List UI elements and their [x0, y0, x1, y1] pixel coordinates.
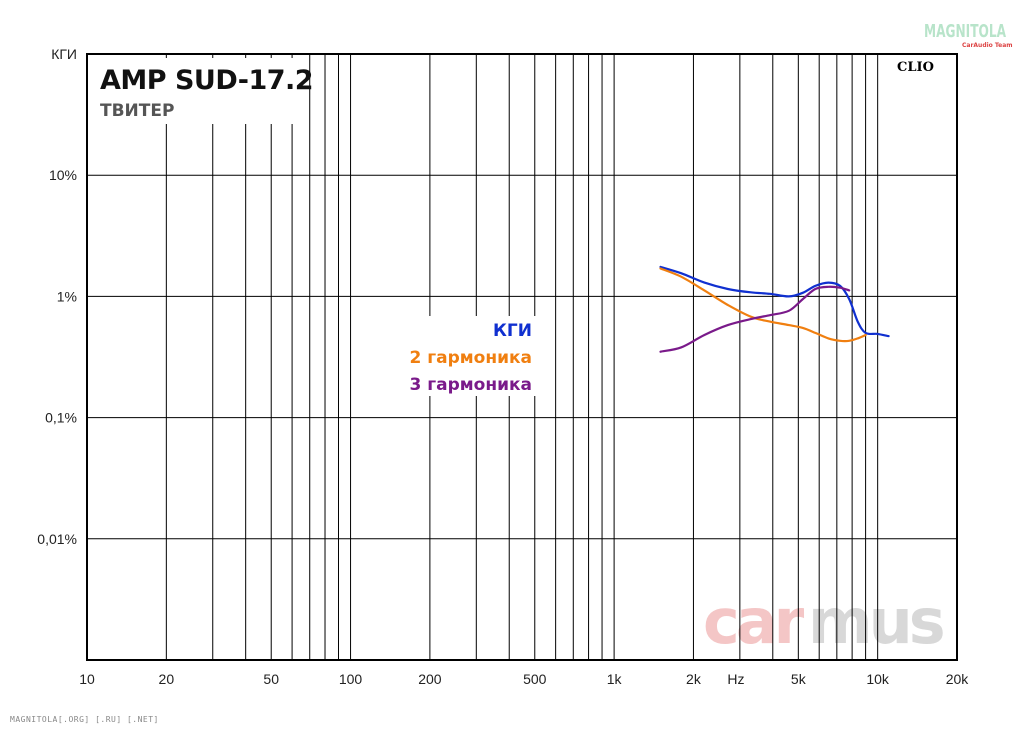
series-line — [659, 285, 851, 353]
series-layer — [659, 265, 890, 353]
y-tick-label: 10% — [49, 167, 77, 183]
chart-subtitle: ТВИТЕР — [100, 101, 174, 121]
legend-entry: КГИ — [493, 321, 532, 341]
x-tick-label: 5k — [791, 671, 807, 687]
carmus-watermark-mus: mus — [808, 585, 943, 658]
legend-entry: 2 гармоника — [409, 348, 532, 368]
magnitola-watermark-sub: CarAudio Team — [962, 42, 1013, 49]
y-tick-label: 1% — [57, 288, 77, 304]
y-tick-label: КГИ — [51, 46, 77, 62]
title-block: AMP SUD-17.2 ТВИТЕР CLIO — [95, 56, 943, 124]
tick-labels: КГИ 10% 1% 0,1% 0,01% 10 20 50 100 200 500 1k 2k 5k 10… — [37, 46, 969, 687]
y-tick-label: 0,01% — [37, 531, 77, 547]
clio-background — [893, 56, 943, 76]
x-tick-label: 20 — [159, 671, 175, 687]
site-footer: MAGNITOLA[.ORG] [.RU] [.NET] — [10, 715, 159, 724]
magnitola-watermark: MAGNITOLA — [924, 21, 1006, 42]
y-tick-label: 0,1% — [45, 410, 77, 426]
x-tick-label: 50 — [263, 671, 279, 687]
x-tick-label: 200 — [418, 671, 442, 687]
legend: КГИ 2 гармоника 3 гармоника — [400, 316, 538, 396]
x-tick-label: 1k — [607, 671, 623, 687]
x-axis-unit: Hz — [727, 671, 744, 687]
x-tick-label: 2k — [686, 671, 702, 687]
series-line — [659, 265, 890, 338]
legend-background — [400, 316, 538, 396]
plot-frame — [86, 53, 958, 661]
title-background — [95, 58, 305, 124]
x-tick-label: 100 — [339, 671, 363, 687]
grid-layer — [86, 53, 958, 661]
clio-logo: CLIO — [897, 60, 934, 75]
x-tick-label: 10k — [866, 671, 890, 687]
chart-title: AMP SUD-17.2 — [100, 65, 313, 96]
carmus-watermark-car: car — [703, 585, 805, 658]
x-tick-label: 20k — [946, 671, 970, 687]
x-tick-label: 10 — [79, 671, 95, 687]
x-tick-label: 500 — [523, 671, 547, 687]
series-line — [659, 267, 867, 343]
legend-entry: 3 гармоника — [409, 375, 532, 395]
